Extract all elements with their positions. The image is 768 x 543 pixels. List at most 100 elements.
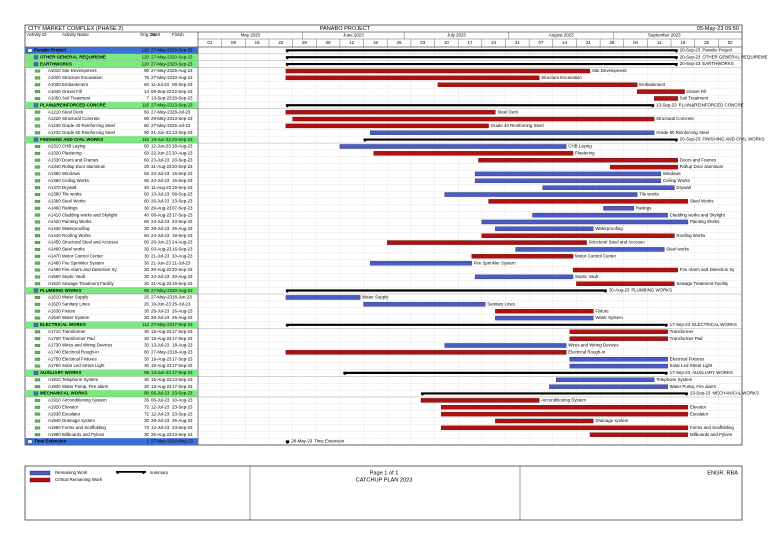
wbs-row-bg <box>25 321 198 329</box>
project-row-bg <box>25 438 198 445</box>
start-date: 19-Aug-23 <box>151 363 172 368</box>
remaining-bar <box>555 377 655 383</box>
start-date: 27-May-23 <box>151 123 173 128</box>
bar-label: Transformer <box>670 329 694 334</box>
bar-label: Water Supply <box>362 295 389 300</box>
activity-id: A1330 <box>48 157 61 162</box>
wbs-name: FINISHING AND CIVIL WORKS <box>40 137 103 142</box>
activity-name: Water Supply <box>62 295 89 300</box>
activity-id: A1940 <box>48 418 61 423</box>
wbs-row-bg <box>25 53 198 61</box>
week-label: 01 <box>207 40 212 45</box>
week-label: 21 <box>586 40 591 45</box>
start-date: 21-Jun-23 <box>151 260 171 265</box>
task-icon <box>34 412 41 416</box>
activity-name: Roofing Works <box>62 233 92 238</box>
wbs-name: OTHER GENERAL REQUIREME <box>40 54 106 59</box>
summary-label: 13-Sep-23 PLAIN&REINFORCED CONCRE <box>656 102 743 107</box>
start-date: 06-Jul-23 <box>151 391 170 396</box>
start-date: 27-May-23 <box>151 350 173 355</box>
finish-date: 23-Sep-23 <box>172 411 193 416</box>
legend-swatch <box>29 470 51 476</box>
critical-bar <box>653 96 678 101</box>
finish-date: 22-Sep-23 <box>172 89 193 94</box>
summary-bar <box>285 49 678 53</box>
orig-dur: 60 <box>144 219 149 224</box>
start-date: 19-Aug-23 <box>151 356 172 361</box>
activity-id: A1050 <box>48 96 61 101</box>
activity-id: A1760 <box>48 363 61 368</box>
activity-name: CHB Laying <box>62 144 86 149</box>
bar-label: Gravel Fill <box>687 89 707 94</box>
remaining-bar <box>603 206 635 211</box>
activity-id: A1630 <box>48 308 61 313</box>
critical-bar <box>420 398 540 403</box>
bar-label: Roofing Works <box>676 233 706 238</box>
start-date: 27-May-23 <box>151 61 173 66</box>
start-date: 28-Jul-23 <box>151 315 170 320</box>
start-date: 22-Jul-23 <box>151 171 170 176</box>
summary-bar <box>285 62 678 67</box>
start-date: 20-Aug-23 <box>151 267 172 272</box>
orig-dur: 60 <box>144 233 149 238</box>
task-icon <box>34 90 41 94</box>
task-icon <box>34 124 41 128</box>
task-icon <box>34 337 41 341</box>
finish-date: 15-Sep-23 <box>172 178 193 183</box>
orig-dur: 30 <box>144 281 149 286</box>
start-date: 27-May-23 <box>151 75 173 80</box>
col-header: Orig Dur <box>140 32 157 37</box>
task-icon <box>34 193 41 196</box>
activity-name: Steel Works <box>62 199 86 204</box>
orig-dur: 72 <box>144 411 149 416</box>
activity-id: A1470 <box>48 253 61 258</box>
bar-label: Motor Control Center <box>575 253 617 258</box>
orig-dur: 40 <box>144 185 149 190</box>
orig-dur: 30 <box>144 329 149 334</box>
month-label: July 2023 <box>447 33 466 38</box>
project-title: PANABO PROJECT <box>320 26 371 32</box>
finish-date: 20-Sep-23 <box>172 48 193 53</box>
wbs-icon <box>33 55 39 60</box>
orig-dur: 60 <box>144 199 149 204</box>
orig-dur: 30 <box>144 274 149 279</box>
finish-date: 21-Jul-23 <box>172 260 191 265</box>
bar-label: Embankment <box>639 82 666 87</box>
activity-name: Electrical Rough-in <box>62 350 99 355</box>
week-label: 02 <box>728 40 733 45</box>
task-icon <box>34 172 41 176</box>
summary-label: 30-Aug-23 PLUMBING WORKS <box>609 288 672 293</box>
week-label: 31 <box>515 40 520 45</box>
start-date: 24-Jul-23 <box>151 233 170 238</box>
week-label: 11 <box>657 40 662 45</box>
activity-name: Rollup Door aluminum <box>62 164 106 169</box>
critical-bar <box>285 350 567 355</box>
finish-date: 23-Sep-23 <box>172 432 193 437</box>
bar-label: Wires and Wiring Devices <box>568 343 619 348</box>
bar-label: Steel Works <box>690 199 714 204</box>
task-icon <box>34 398 41 402</box>
summary-label: 23-Sep-23 MECHANICAL WORKS <box>690 391 759 396</box>
start-date: 25-Aug-23 <box>151 432 172 437</box>
critical-bar <box>637 89 685 94</box>
finish-date: 20-Sep-23 <box>172 164 193 169</box>
orig-dur: 90 <box>144 116 149 121</box>
remaining-bar <box>474 171 662 177</box>
activity-id: A1390 <box>48 199 61 204</box>
wbs-name: AUXILIARY WORKS <box>40 370 82 375</box>
start-date: 06-Jul-23 <box>151 398 170 403</box>
start-date: 13-Jul-23 <box>151 343 170 348</box>
wbs-icon <box>27 439 33 444</box>
activity-name: Doors and Frames <box>62 157 99 162</box>
engineer: ENGR. RBA <box>707 470 738 476</box>
remaining-bar <box>363 302 486 307</box>
wbs-icon <box>33 322 39 327</box>
task-icon <box>34 131 41 135</box>
bar-label: Site Development <box>592 68 627 73</box>
start-date: 27-May-23 <box>151 48 173 53</box>
task-icon <box>34 145 41 148</box>
wbs-name: PLAIN&REINFORCED CONCRE <box>40 102 106 107</box>
activity-name: Railings <box>62 205 78 210</box>
orig-dur: 30 <box>144 205 149 210</box>
finish-date: 17-Sep-23 <box>172 384 193 389</box>
